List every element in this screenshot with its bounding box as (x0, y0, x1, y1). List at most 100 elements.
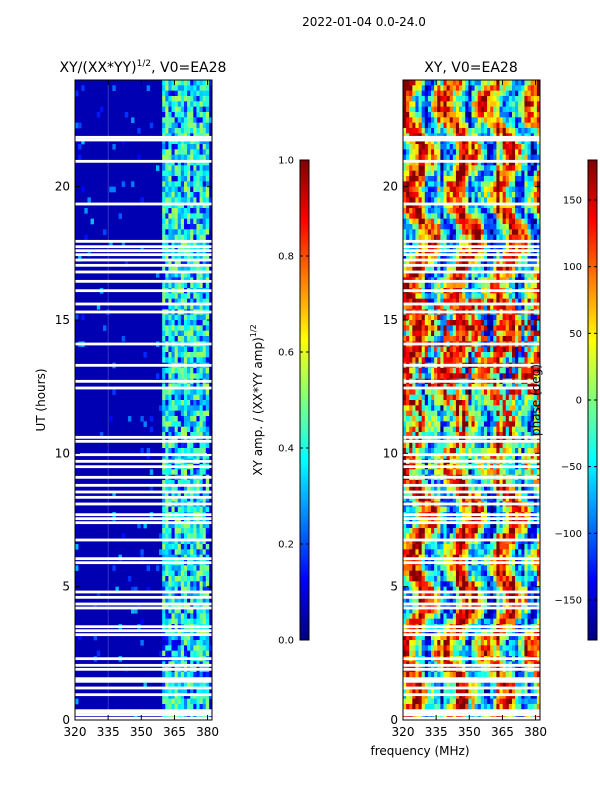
phase-cell (480, 405, 485, 411)
phase-cell (499, 245, 503, 251)
phase-cell (437, 106, 441, 113)
phase-cell (406, 213, 410, 219)
amplitude-cell (137, 128, 141, 134)
amplitude-cell (183, 117, 188, 123)
phase-cell (446, 90, 450, 97)
phase-cell (524, 245, 528, 251)
phase-cell (406, 234, 410, 241)
phase-cell (490, 202, 494, 209)
phase-cell (415, 304, 419, 310)
phase-cell (477, 245, 482, 251)
phase-cell (502, 336, 507, 342)
phase-cell (462, 325, 466, 331)
phase-cell (499, 85, 503, 91)
phase-cell (424, 80, 429, 86)
amplitude-cell (168, 453, 172, 459)
phase-cell (530, 229, 535, 235)
phase-cell (446, 426, 450, 433)
phase-cell (524, 357, 528, 363)
amplitude-cell (180, 544, 185, 550)
phase-cell (424, 154, 429, 161)
amplitude-cell (183, 373, 188, 379)
phase-cell (508, 266, 513, 273)
amplitude-cell (183, 592, 188, 598)
phase-cell (499, 234, 503, 241)
phase-cell (474, 421, 479, 427)
phase-cell (455, 149, 460, 155)
phase-cell (418, 144, 422, 150)
phase-cell (518, 160, 522, 166)
amplitude-cell (196, 272, 200, 278)
phase-cell (477, 293, 482, 299)
amplitude-cell (199, 202, 203, 209)
amplitude-cell (177, 325, 182, 331)
amplitude-cell (177, 186, 182, 193)
amplitude-cell (168, 304, 172, 310)
phase-cell (530, 234, 535, 241)
amplitude-cell (168, 106, 172, 113)
phase-cell (459, 357, 463, 363)
amplitude-cell (199, 170, 203, 177)
phase-cell (527, 330, 531, 337)
amplitude-cell (196, 640, 200, 646)
phase-cell (511, 320, 516, 326)
phase-cell (490, 213, 494, 219)
amplitude-cell (199, 618, 203, 625)
amplitude-flagged-row (75, 502, 212, 506)
phase-cell (452, 389, 457, 395)
phase-cell (483, 122, 488, 129)
amplitude-cell (187, 634, 191, 641)
phase-cell (483, 106, 488, 113)
phase-cell (418, 410, 422, 417)
amplitude-cell (171, 293, 175, 299)
phase-cell (431, 218, 435, 225)
amplitude-cell (193, 165, 197, 171)
phase-cell (418, 154, 422, 161)
phase-cell (443, 176, 447, 182)
phase-cell (418, 330, 422, 337)
phase-cell (477, 282, 482, 289)
amplitude-cell (196, 181, 200, 187)
phase-cell (446, 213, 450, 219)
phase-cell (533, 128, 538, 134)
phase-cell (409, 293, 413, 299)
phase-cell (449, 85, 454, 91)
phase-cell (459, 336, 463, 342)
phase-cell (533, 176, 538, 182)
phase-cell (455, 128, 460, 134)
phase-cell (449, 122, 454, 129)
amplitude-cell (190, 490, 194, 497)
amplitude-cell (190, 517, 194, 523)
amplitude-cell (199, 330, 203, 337)
phase-cell (449, 421, 454, 427)
phase-cell (474, 346, 479, 353)
phase-cell (415, 96, 419, 102)
amplitude-cell (109, 416, 113, 422)
phase-cell (440, 170, 444, 177)
phase-cell (505, 96, 510, 102)
phase-cell (487, 272, 491, 278)
phase-cell (524, 144, 528, 150)
phase-cell (462, 336, 466, 342)
phase-cell (412, 421, 416, 427)
phase-cell (480, 357, 485, 363)
amplitude-cell (168, 618, 172, 625)
phase-cell (508, 197, 513, 203)
phase-cell (533, 293, 538, 299)
phase-cell (487, 336, 491, 342)
amplitude-cell (199, 272, 203, 278)
phase-cell (446, 421, 450, 427)
amplitude-cell (187, 80, 191, 86)
phase-cell (424, 346, 429, 353)
amplitude-cell (168, 181, 172, 187)
phase-cell (524, 314, 528, 321)
phase-cell (499, 117, 503, 123)
phase-cell (452, 330, 457, 337)
amplitude-cell (196, 672, 200, 678)
amplitude-cell (165, 442, 169, 449)
phase-cell (462, 176, 466, 182)
phase-cell (465, 421, 469, 427)
phase-cell (499, 202, 503, 209)
phase-cell (452, 416, 457, 422)
phase-cell (521, 240, 525, 246)
